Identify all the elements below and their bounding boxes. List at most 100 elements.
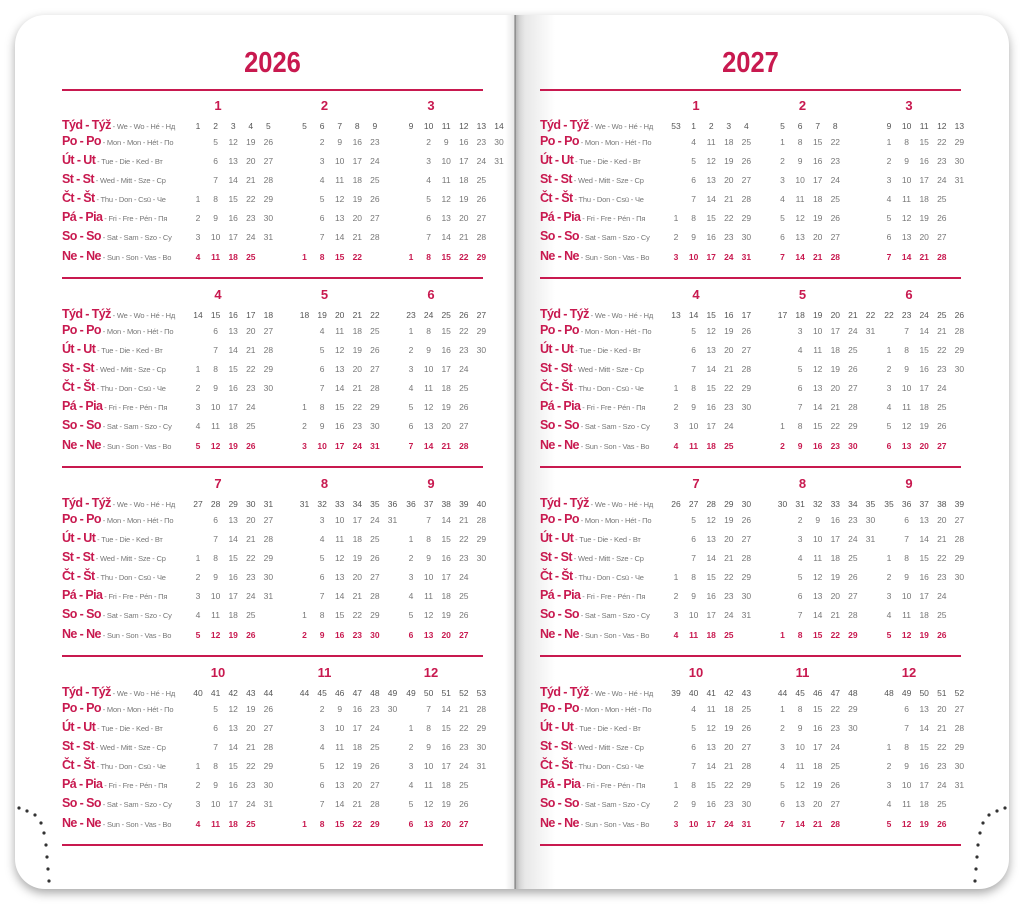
date-cell: 11	[706, 704, 716, 714]
date-cell: 15	[919, 137, 929, 147]
sunday-date: 23	[830, 441, 841, 451]
date-cell: 14	[441, 515, 451, 525]
date-cell: 26	[830, 780, 841, 790]
date-cell: 10	[441, 156, 451, 166]
row-label-primary: Po - Po	[62, 512, 101, 526]
row-label: So - So - Sat - Sam - Szo - Су	[62, 606, 172, 622]
week-number: 14	[494, 121, 504, 131]
row-label-primary: Pá - Pia	[62, 399, 103, 413]
date-cell: 9	[213, 780, 218, 790]
row-label-primary: Ne - Ne	[62, 249, 101, 263]
date-cell: 2	[319, 704, 325, 714]
date-cell: 22	[246, 761, 256, 771]
date-cell: 9	[904, 156, 909, 166]
row-label: St - St - Wed - Mitt - Sze - Ср	[540, 738, 644, 754]
week-number: 50	[423, 688, 434, 698]
sunday-date: 15	[334, 819, 345, 829]
date-cell: 14	[441, 704, 451, 714]
month-number: 1	[214, 98, 222, 113]
row-label: St - St - Wed - Mitt - Sze - Ср	[62, 738, 166, 754]
date-cell: 12	[706, 515, 716, 525]
date-cell: 13	[423, 421, 434, 431]
date-cell: 16	[441, 553, 451, 563]
date-cell: 30	[954, 364, 965, 374]
date-cell: 15	[334, 402, 345, 412]
date-cell: 22	[459, 723, 469, 733]
date-cell: 22	[830, 137, 841, 147]
sunday-date: 11	[211, 819, 221, 829]
row-label: Út - Ut - Tue - Die - Ked - Вт	[62, 530, 163, 546]
week-number: 1	[691, 121, 696, 131]
week-number: 44	[777, 688, 788, 698]
sunday-date: 18	[228, 252, 238, 262]
row-label-primary: Týd - Týž	[62, 496, 111, 510]
date-cell: 17	[919, 591, 929, 601]
row-label: So - So - Sat - Sam - Szo - Су	[62, 417, 172, 433]
date-cell: 24	[370, 723, 380, 733]
week-number: 9	[408, 121, 414, 131]
week-number: 9	[372, 121, 378, 131]
date-cell: 2	[408, 742, 414, 752]
week-number: 26	[671, 499, 681, 509]
date-cell: 25	[848, 345, 858, 355]
sunday-date: 21	[441, 441, 451, 451]
date-cell: 13	[812, 383, 823, 393]
sunday-date: 26	[246, 630, 256, 640]
date-cell: 28	[741, 553, 752, 563]
date-cell: 16	[459, 137, 469, 147]
sunday-date: 1	[408, 252, 414, 262]
row-label-translations: - Sun - Son - Vas - Во	[578, 631, 650, 640]
date-cell: 7	[319, 591, 325, 601]
week-number: 20	[830, 310, 841, 320]
row-label-translations: - Thu - Don - Csü - Че	[572, 195, 644, 204]
date-cell: 7	[691, 761, 696, 771]
date-cell: 5	[691, 156, 696, 166]
date-cell: 8	[797, 704, 803, 714]
week-number: 44	[299, 688, 310, 698]
week-number: 11	[441, 121, 451, 131]
row-label-primary: Čt - Št	[62, 758, 95, 772]
row-label-primary: Út - Ut	[540, 153, 574, 167]
sunday-date: 16	[334, 630, 345, 640]
date-cell: 24	[937, 780, 947, 790]
week-number: 17	[741, 310, 752, 320]
date-cell: 9	[426, 742, 431, 752]
week-number: 35	[370, 499, 380, 509]
row-label-primary: Ne - Ne	[62, 816, 101, 830]
week-number: 36	[901, 499, 912, 509]
date-cell: 22	[830, 704, 841, 714]
week-number: 43	[246, 688, 256, 698]
row-label: Út - Ut - Tue - Die - Ked - Вт	[62, 152, 163, 168]
date-cell: 8	[213, 364, 218, 374]
date-cell: 15	[441, 723, 451, 733]
date-cell: 16	[228, 383, 238, 393]
date-cell: 30	[387, 704, 398, 714]
week-number: 6	[319, 121, 325, 131]
date-cell: 8	[691, 383, 696, 393]
row-label: Po - Po - Mon - Mon - Hét - По	[540, 322, 652, 338]
sunday-date: 9	[797, 441, 803, 451]
week-number: 5	[266, 121, 271, 131]
row-label-primary: Týd - Týž	[62, 307, 111, 321]
row-label: Út - Ut - Tue - Die - Ked - Вт	[540, 530, 641, 546]
sunday-date: 26	[937, 819, 947, 829]
sunday-date: 10	[317, 441, 327, 451]
date-cell: 27	[848, 383, 858, 393]
date-cell: 23	[937, 156, 947, 166]
row-label: Čt - Št - Thu - Don - Csü - Че	[62, 190, 166, 206]
month-number: 3	[427, 98, 435, 113]
date-cell: 24	[724, 421, 734, 431]
week-number: 17	[246, 310, 256, 320]
date-cell: 12	[812, 364, 823, 374]
date-cell: 26	[741, 156, 752, 166]
date-cell: 12	[901, 421, 912, 431]
date-cell: 22	[937, 137, 947, 147]
date-cell: 7	[904, 326, 909, 336]
sunday-date: 25	[246, 252, 256, 262]
row-label-translations: - Wed - Mitt - Sze - Ср	[93, 176, 166, 185]
date-cell: 10	[901, 591, 912, 601]
row-label: Týd - Týž - We - Wo - Hé - Нд	[540, 495, 653, 511]
date-cell: 5	[886, 213, 892, 223]
row-label-primary: Pá - Pia	[540, 777, 581, 791]
date-cell: 29	[954, 742, 965, 752]
